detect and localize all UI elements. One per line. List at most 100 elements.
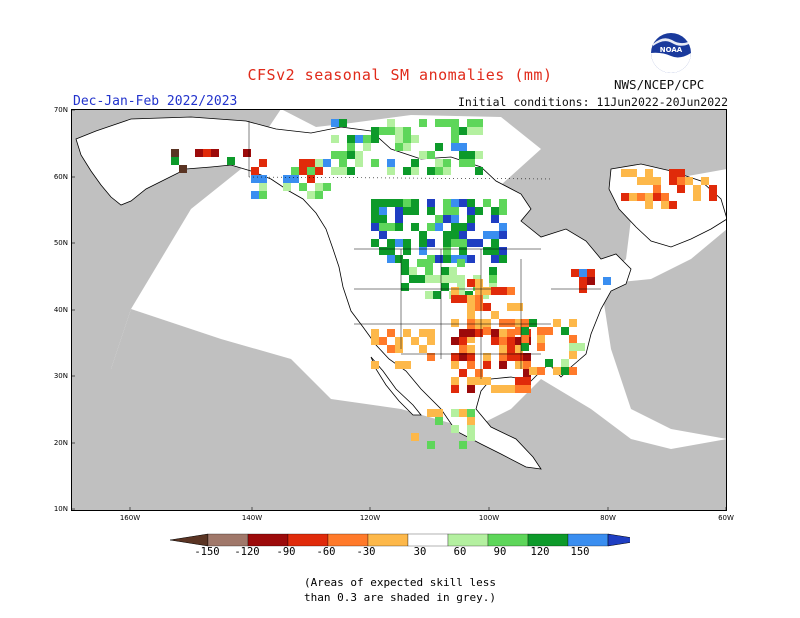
anomaly-cell [459,231,467,239]
anomaly-cell [307,175,315,183]
anomaly-cell [451,255,459,263]
noaa-logo: NOAA [651,33,691,73]
anomaly-cell [291,175,299,183]
anomaly-cell [401,267,409,275]
anomaly-cell [387,119,395,127]
anomaly-cell [553,367,561,375]
anomaly-cell [693,185,701,193]
anomaly-cell [411,199,419,207]
anomaly-cell [523,385,531,393]
anomaly-cell [467,311,475,319]
anomaly-cell [411,223,419,231]
anomaly-cells [171,119,717,449]
anomaly-cell [515,361,523,369]
anomaly-cell [489,275,497,283]
political-borders [248,121,601,379]
anomaly-cell [483,361,491,369]
anomaly-cell [433,291,441,299]
anomaly-cell [491,337,499,345]
anomaly-cell [403,247,411,255]
anomaly-cell [515,345,523,353]
anomaly-cell [371,135,379,143]
anomaly-cell [467,409,475,417]
anomaly-cell [451,337,459,345]
anomaly-cell [521,343,529,351]
anomaly-cell [339,151,347,159]
anomaly-cell [653,193,661,201]
anomaly-cell [323,183,331,191]
anomaly-cell [259,159,267,167]
anomaly-cell [435,409,443,417]
anomaly-cell [483,199,491,207]
lat-label: 40N [53,306,68,314]
anomaly-cell [435,255,443,263]
legend-swatch [567,533,609,547]
anomaly-cell [443,231,451,239]
anomaly-cell [299,159,307,167]
anomaly-cell [553,319,561,327]
anomaly-cell [307,191,315,199]
anomaly-cell [677,169,685,177]
anomaly-cell [419,329,427,337]
anomaly-cell [459,143,467,151]
anomaly-cell [587,269,595,277]
anomaly-cell [251,191,259,199]
anomaly-cell [507,303,515,311]
anomaly-cell [435,417,443,425]
land-baja [370,356,422,416]
anomaly-cell [507,337,515,345]
anomaly-cell [467,207,475,215]
lon-label: 60W [718,514,734,522]
anomaly-cell [443,199,451,207]
anomaly-cell [395,337,403,345]
anomaly-cell [427,329,435,337]
anomaly-cell [315,183,323,191]
anomaly-cell [435,143,443,151]
anomaly-cell [419,119,427,127]
anomaly-cell [441,275,449,283]
anomaly-cell [387,247,395,255]
anomaly-cell [475,377,483,385]
anomaly-cell [569,367,577,375]
legend-swatch [247,533,289,547]
anomaly-cell [459,353,467,361]
anomaly-cell [569,335,577,343]
anomaly-cell [451,409,459,417]
anomaly-cell [621,169,629,177]
anomaly-cell [475,287,483,295]
anomaly-cell [499,207,507,215]
noaa-logo-text: NOAA [660,46,683,54]
anomaly-cell [379,215,387,223]
anomaly-cell [499,345,507,353]
anomaly-cell [419,151,427,159]
anomaly-cell [645,169,653,177]
anomaly-cell [379,231,387,239]
anomaly-cell [403,329,411,337]
anomaly-cell [475,329,483,337]
low-skill-region-east [601,229,727,439]
anomaly-cell [283,183,291,191]
legend-label: -150 [194,546,220,558]
anomaly-cell [395,361,403,369]
anomaly-cell [709,193,717,201]
anomaly-cell [507,329,515,337]
anomaly-cell [483,287,491,295]
anomaly-cell [427,199,435,207]
anomaly-cell [709,185,717,193]
anomaly-cell [467,295,475,303]
anomaly-cell [427,409,435,417]
anomaly-cell [395,143,403,151]
anomaly-cell [435,223,443,231]
anomaly-cell [459,247,467,255]
anomaly-cell [387,239,395,247]
anomaly-cell [417,275,425,283]
anomaly-cell [403,135,411,143]
anomaly-cell [561,359,569,367]
anomaly-cell [629,169,637,177]
anomaly-cell [523,369,531,377]
lat-label: 20N [53,439,68,447]
anomaly-cell [545,359,553,367]
anomaly-cell [451,119,459,127]
legend-label: -30 [356,546,376,558]
anomaly-cell [475,369,483,377]
